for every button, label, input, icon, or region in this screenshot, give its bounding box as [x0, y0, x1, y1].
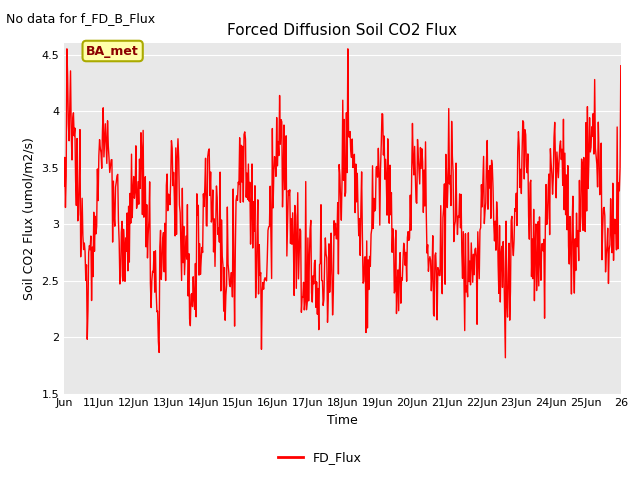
Text: BA_met: BA_met	[86, 45, 139, 58]
X-axis label: Time: Time	[327, 414, 358, 427]
Text: No data for f_FD_B_Flux: No data for f_FD_B_Flux	[6, 12, 156, 25]
Legend: FD_Flux: FD_Flux	[273, 446, 367, 469]
Title: Forced Diffusion Soil CO2 Flux: Forced Diffusion Soil CO2 Flux	[227, 23, 458, 38]
Y-axis label: Soil CO2 Flux (umol/m2/s): Soil CO2 Flux (umol/m2/s)	[23, 137, 36, 300]
